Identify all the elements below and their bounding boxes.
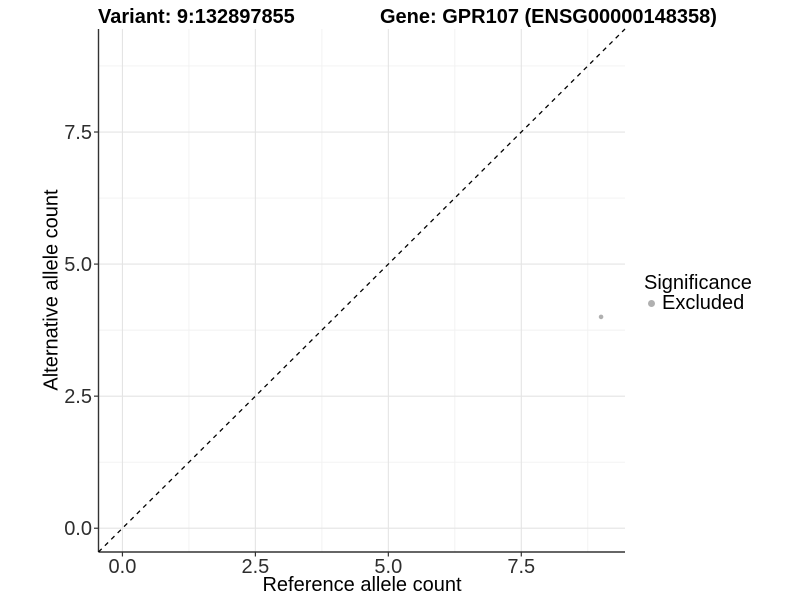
y-tick-label: 5.0	[64, 254, 92, 276]
legend-excluded-dot-icon	[647, 299, 655, 307]
x-axis-title: Reference allele count	[262, 574, 462, 596]
y-tick-label: 7.5	[64, 122, 92, 144]
data-point	[598, 314, 604, 320]
legend-item-label: Excluded	[662, 292, 745, 314]
plot-title-variant: Variant: 9:132897855	[98, 6, 295, 28]
x-tick-label: 7.5	[507, 556, 535, 578]
x-tick-label: 2.5	[241, 556, 269, 578]
legend-item-excluded: Excluded	[644, 293, 752, 313]
legend: Significance Excluded	[644, 273, 752, 313]
legend-key	[644, 296, 658, 310]
y-axis-title: Alternative allele count	[40, 189, 63, 391]
y-tick-label: 2.5	[64, 386, 92, 408]
y-tick-label: 0.0	[64, 518, 92, 540]
x-tick-label: 0.0	[109, 556, 137, 578]
x-tick-label: 5.0	[374, 556, 402, 578]
identity-reference-line	[98, 28, 626, 553]
plot-title-gene: Gene: GPR107 (ENSG00000148358)	[380, 6, 717, 28]
legend-title: Significance	[644, 272, 752, 294]
